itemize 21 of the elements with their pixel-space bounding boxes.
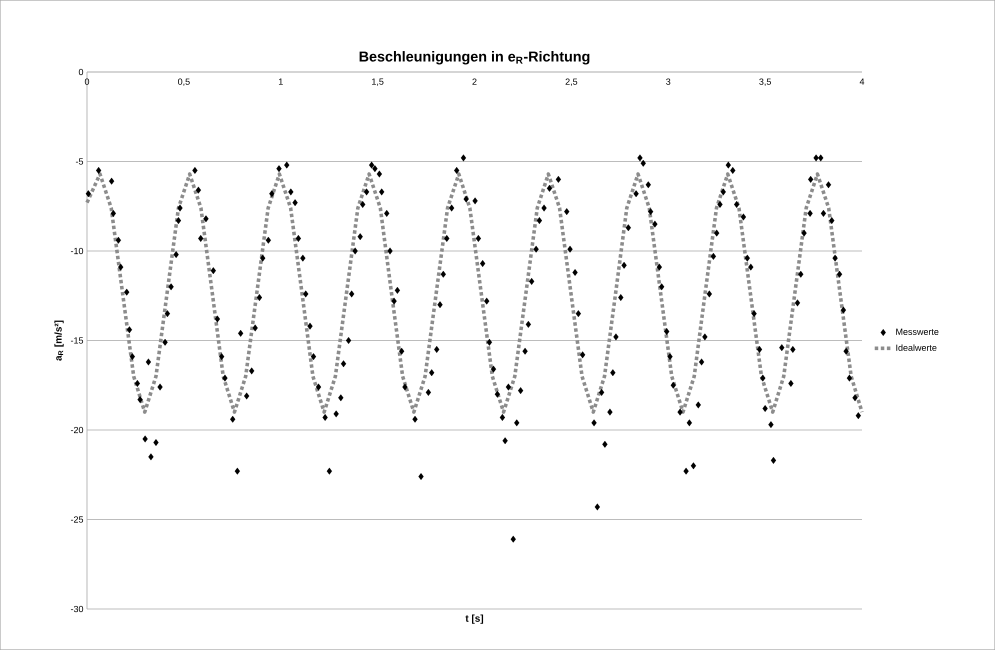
y-tick-label: -20 <box>70 426 84 434</box>
x-axis-title: t [s] <box>466 614 484 624</box>
y-tick-label: -30 <box>70 606 84 612</box>
x-tick-label: 2,5 <box>566 78 578 86</box>
y-axis-title: a$_{R}$ [m/s²] <box>54 320 64 361</box>
y-tick-label: 0 <box>78 68 84 76</box>
x-tick-label: 0 <box>84 78 90 85</box>
x-tick-label: 3,5 <box>759 78 771 86</box>
legend-label: Idealwerte <box>896 344 936 351</box>
chart-title: Beschleunigungen in e$_{R}$-Richtung <box>360 51 590 64</box>
x-tick-label: 1,5 <box>372 78 384 86</box>
y-tick-label: -10 <box>70 248 84 254</box>
legend-label: Messwerte <box>896 328 938 335</box>
x-tick-label: 0,5 <box>178 78 190 86</box>
y-tick-label: -5 <box>76 158 84 165</box>
x-tick-label: 3 <box>666 78 670 85</box>
y-tick-label: -15 <box>70 337 84 344</box>
x-tick-label: 1 <box>278 78 283 85</box>
y-tick-label: -25 <box>70 516 84 523</box>
x-tick-label: 4 <box>860 78 864 85</box>
x-tick-label: 2 <box>472 78 477 85</box>
